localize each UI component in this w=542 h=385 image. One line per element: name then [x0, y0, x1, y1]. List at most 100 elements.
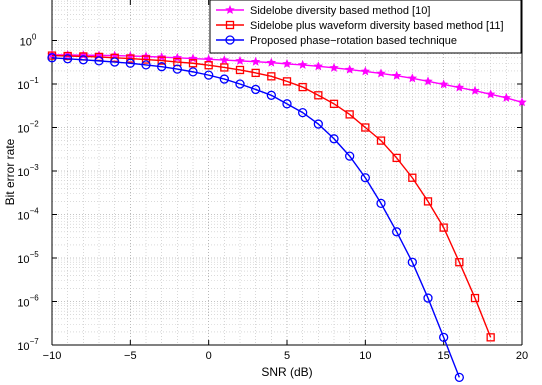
data-point — [345, 110, 354, 119]
data-point — [408, 173, 417, 182]
legend-marker — [225, 35, 235, 45]
data-point — [141, 55, 151, 64]
data-point — [344, 64, 355, 74]
data-point — [486, 333, 495, 342]
data-point — [407, 257, 417, 267]
data-point — [172, 64, 182, 74]
data-point — [298, 82, 307, 92]
legend-label: Sidelobe diversity based method [10] — [250, 5, 430, 17]
data-point — [282, 99, 292, 109]
data-point — [470, 85, 480, 95]
data-point — [407, 73, 418, 83]
data-point — [282, 58, 292, 68]
data-point — [251, 68, 260, 78]
data-point — [219, 55, 230, 65]
data-point — [345, 151, 355, 161]
data-point — [454, 372, 464, 383]
legend-label: Proposed phase−rotation based technique — [250, 35, 457, 47]
data-point — [157, 56, 166, 65]
data-point — [172, 52, 183, 62]
x-tick-label: 10 — [359, 350, 371, 362]
data-point — [392, 227, 402, 237]
data-point — [282, 77, 292, 86]
x-axis-label: SNR (dB) — [261, 365, 312, 379]
data-point — [110, 53, 119, 62]
data-point — [376, 68, 386, 78]
y-tick-label: 10−4 — [17, 207, 39, 223]
y-tick-label: 10−2 — [17, 120, 39, 136]
x-tick-label: 5 — [284, 350, 290, 362]
series-layer — [47, 49, 527, 383]
data-point — [157, 62, 167, 72]
y-tick-label: 10−1 — [17, 76, 39, 92]
data-point — [392, 153, 401, 163]
data-point — [470, 293, 480, 303]
series-square — [47, 51, 495, 342]
data-point — [455, 258, 464, 267]
data-point — [313, 61, 324, 71]
data-point — [235, 79, 245, 89]
data-point — [188, 59, 198, 68]
y-tick-label: 10−3 — [17, 163, 39, 179]
data-point — [297, 59, 308, 69]
data-point — [376, 136, 386, 145]
data-point — [423, 76, 433, 86]
data-point — [267, 72, 276, 81]
x-tick-label: −10 — [43, 350, 62, 362]
x-tick-label: 0 — [206, 350, 212, 362]
series-line — [51, 54, 492, 338]
data-point — [47, 53, 57, 63]
series-circle — [47, 53, 464, 383]
data-point — [250, 56, 261, 66]
legend: Sidelobe diversity based method [10] Side… — [209, 0, 522, 54]
data-point — [110, 57, 120, 67]
data-point — [454, 82, 465, 92]
data-point — [329, 62, 339, 72]
data-point — [423, 293, 433, 303]
data-point — [423, 197, 433, 206]
data-point — [391, 70, 402, 80]
data-point — [251, 84, 261, 95]
data-point — [235, 55, 245, 65]
data-point — [360, 66, 371, 76]
x-tick-label: −5 — [124, 350, 137, 362]
data-point — [141, 60, 151, 70]
legend-marker — [225, 20, 235, 30]
data-point — [219, 74, 229, 84]
data-point — [485, 89, 496, 99]
series-line — [51, 57, 460, 378]
data-point — [361, 123, 370, 132]
y-axis-label: Bit error rate — [3, 138, 17, 205]
x-tick-label: 15 — [438, 350, 450, 362]
legend-marker — [225, 5, 235, 15]
data-point — [188, 67, 198, 77]
y-tick-label: 100 — [20, 33, 37, 49]
y-tick-label: 10−6 — [17, 294, 39, 310]
y-tick-label: 10−7 — [17, 337, 39, 353]
data-point — [78, 55, 88, 65]
data-point — [329, 99, 339, 108]
data-point — [360, 173, 370, 183]
data-point — [266, 90, 276, 100]
data-point — [438, 79, 449, 89]
data-point — [298, 107, 308, 118]
data-point — [94, 56, 104, 66]
data-point — [125, 58, 135, 68]
data-point — [204, 70, 214, 80]
data-point — [313, 119, 323, 129]
data-point — [314, 91, 323, 100]
data-point — [266, 57, 277, 67]
data-point — [439, 223, 448, 232]
data-point — [204, 61, 213, 70]
data-point — [501, 92, 512, 102]
x-tick-label: 20 — [516, 350, 528, 362]
data-point — [63, 54, 73, 64]
data-point — [439, 332, 449, 342]
data-point — [126, 54, 135, 63]
legend-box — [209, 0, 522, 54]
y-tick-label: 10−5 — [17, 250, 39, 266]
legend-label: Sidelobe plus waveform diversity based m… — [250, 20, 504, 32]
data-point — [329, 134, 339, 144]
data-point — [376, 198, 386, 209]
